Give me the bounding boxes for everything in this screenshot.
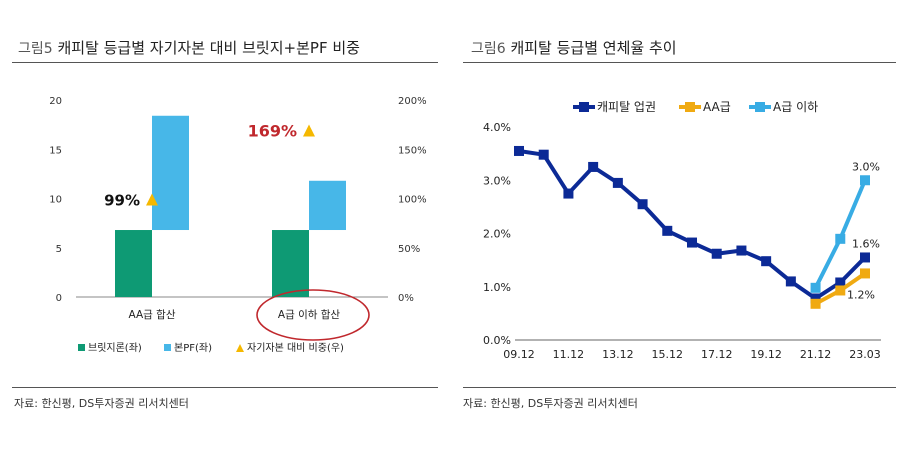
legend-a-or-below-label: A급 이하 [773,100,818,114]
legend-aa-grade-marker [685,102,695,112]
capital-industry-data-point [711,248,722,259]
left-top-rule [12,62,438,63]
x-tick-label: 23.03 [849,348,881,361]
left-figure-number: 그림5 [18,41,53,57]
y-tick-label: 4.0% [483,121,511,134]
capital-industry-data-point [860,252,870,263]
x-tick-label: 17.12 [701,348,733,361]
x-tick-label: 19.12 [750,348,782,361]
aa-grade-end-label: 1.2% [847,288,875,301]
left-figure-title: 그림5 캐피탈 등급별 자기자본 대비 브릿지+본PF 비중 [18,37,360,58]
left-source-note: 자료: 한신평, DS투자증권 리서치센터 [14,397,189,410]
aa-grade-data-point [860,268,870,279]
equity-ratio-marker [303,124,315,137]
right-source-note: 자료: 한신평, DS투자증권 리서치센터 [463,397,638,410]
capital-industry-data-point [612,177,623,188]
capital-industry-data-point [810,293,821,304]
category-label: AA급 합산 [129,309,176,321]
legend-bridge-swatch [78,344,85,351]
y-tick-label: 3.0% [483,174,511,187]
left-y-tick-label: 20 [49,96,62,107]
right-y-tick-label: 0% [398,293,414,304]
right-top-rule [463,62,896,63]
capital-industry-data-point [588,161,599,172]
left-figure-panel: 그림5 캐피탈 등급별 자기자본 대비 브릿지+본PF 비중 0 5 10 15 20 0… [0,0,440,450]
a-or-below-data-point [835,233,846,244]
aa-grade-data-point [835,285,846,296]
category-label: A급 이하 합산 [278,308,340,321]
a-or-below-data-point [810,282,821,293]
equity-ratio-label: 99% [104,191,140,209]
y-tick-label: 0.0% [483,334,511,347]
capital-industry-data-point [835,277,846,288]
right-bottom-rule [463,387,896,388]
main-pf-bar [152,115,189,231]
capital-industry-data-point [662,225,673,236]
right-line-chart: 0.0% 1.0% 2.0% 3.0% 4.0% 09.12 11.12 13.12 15.12… [483,100,881,361]
legend-pf-label: 본PF(좌) [174,342,212,354]
capital-industry-data-point [563,188,574,199]
capital-industry-data-point [761,256,772,267]
legend-aa-grade-label: AA급 [703,100,731,114]
right-figure-title: 그림6 캐피탈 등급별 연체율 추이 [471,37,677,58]
left-bottom-rule [12,387,438,388]
right-figure-panel: 그림6 캐피탈 등급별 연체율 추이 0.0% 1.0% 2.0% 3.0% 4.0% 0… [455,0,900,450]
capital-industry-data-point [637,199,648,210]
legend-ratio-swatch [236,344,244,352]
main-pf-bar [309,180,346,231]
x-tick-label: 13.12 [602,348,634,361]
x-tick-label: 09.12 [503,348,535,361]
legend-capital-industry-marker [579,102,589,112]
equity-ratio-marker [146,193,158,206]
right-figure-title-text: 캐피탈 등급별 연체율 추이 [510,39,677,57]
legend-pf-swatch [164,344,171,351]
capital-industry-data-point [736,245,747,256]
legend-capital-industry-label: 캐피탈 업권 [597,100,656,114]
right-y-tick-label: 50% [398,244,420,255]
x-tick-label: 11.12 [553,348,585,361]
y-tick-label: 1.0% [483,281,511,294]
left-y-tick-label: 5 [56,244,62,255]
right-figure-number: 그림6 [471,41,506,57]
capital-industry-data-point [785,276,796,287]
bridge-loan-bar [115,230,152,297]
right-y-tick-label: 100% [398,195,427,206]
legend-bridge-label: 브릿지론(좌) [88,342,142,354]
left-figure-title-text: 캐피탈 등급별 자기자본 대비 브릿지+본PF 비중 [57,39,360,57]
legend-ratio-label: 자기자본 대비 비중(우) [247,342,344,354]
left-y-tick-label: 0 [56,293,62,304]
equity-ratio-label: 169% [248,122,297,141]
y-tick-label: 2.0% [483,228,511,241]
left-y-tick-label: 15 [49,145,62,156]
capital-industry-data-point [687,237,697,248]
a-or-below-data-point [860,175,870,186]
right-y-tick-label: 200% [398,96,427,107]
x-tick-label: 15.12 [652,348,684,361]
right-y-tick-label: 150% [398,145,427,156]
capital-industry-end-label: 1.6% [852,237,880,250]
highlight-ellipse [256,289,370,341]
bridge-loan-bar [272,230,309,297]
legend-a-or-below-marker [755,102,765,112]
capital-industry-data-point [538,149,549,160]
capital-industry-series-line [518,148,867,301]
left-y-tick-label: 10 [49,195,62,206]
aa-grade-data-point [810,298,821,309]
capital-industry-data-point [514,145,524,156]
a-or-below-end-label: 3.0% [852,160,880,173]
x-tick-label: 21.12 [800,348,832,361]
